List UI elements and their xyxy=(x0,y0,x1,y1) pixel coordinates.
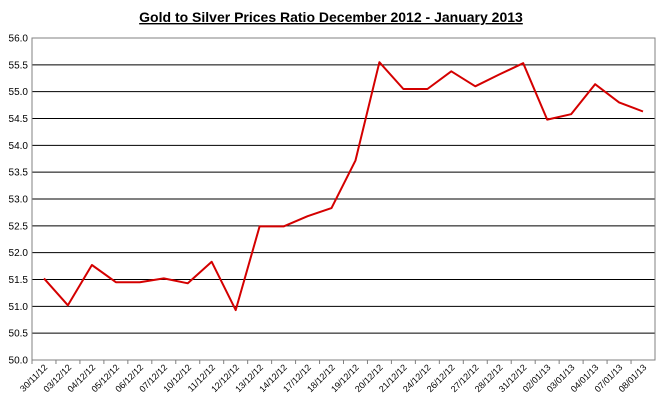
y-tick-label: 53.0 xyxy=(9,195,29,206)
y-tick-label: 56.0 xyxy=(9,34,29,45)
y-tick-label: 53.5 xyxy=(9,168,29,179)
y-tick-label: 51.5 xyxy=(9,275,29,286)
y-axis: 50.0 50.5 51.0 51.5 52.0 52.5 53.0 53.5 54.0 54.5… xyxy=(9,34,29,367)
chart-title: Gold to Silver Prices Ratio December 201… xyxy=(139,9,523,25)
x-axis: 30/11/1203/12/1204/12/1205/12/1206/12/12… xyxy=(18,360,648,394)
y-tick-label: 50.5 xyxy=(9,329,29,340)
gridlines xyxy=(32,37,655,361)
y-tick-label: 51.0 xyxy=(9,302,29,313)
y-tick-label: 52.5 xyxy=(9,221,29,232)
series-line xyxy=(43,61,644,312)
y-tick-label: 55.5 xyxy=(9,60,29,71)
y-tick-label: 54.0 xyxy=(9,141,29,152)
y-tick-label: 54.5 xyxy=(9,114,29,125)
y-tick-label: 50.0 xyxy=(9,356,29,367)
y-tick-label: 55.0 xyxy=(9,87,29,98)
y-tick-label: 52.0 xyxy=(9,248,29,259)
